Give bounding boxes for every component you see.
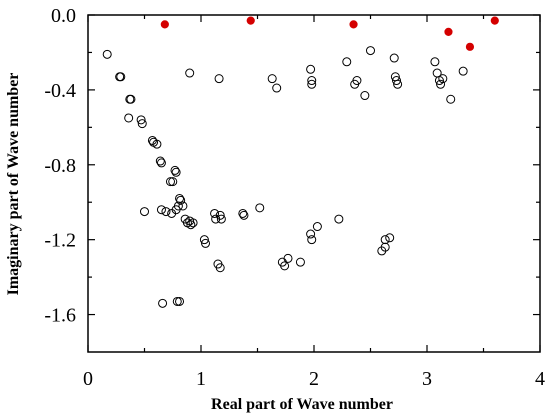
open-point [176, 195, 186, 205]
open-point [267, 74, 277, 84]
open-point [167, 208, 177, 218]
red-point [444, 27, 453, 36]
open-point [436, 79, 446, 89]
open-point [155, 156, 165, 166]
red-point [465, 42, 475, 51]
open-point [307, 79, 317, 89]
open-point [238, 208, 248, 218]
open-point [458, 66, 468, 76]
open-point [306, 229, 316, 239]
data-points [102, 16, 499, 308]
open-point [352, 76, 362, 86]
x-tick-label: 4 [535, 368, 545, 390]
x-tick-label: 0 [83, 368, 93, 390]
open-point [283, 253, 293, 263]
open-point [186, 220, 196, 230]
open-point [366, 46, 375, 56]
open-point [380, 242, 390, 252]
open-point [156, 205, 166, 215]
open-point [170, 165, 180, 175]
open-point [152, 139, 162, 149]
y-tick-labels: 0.0 -0.4 -0.8 -1.2 -1.6 [44, 5, 76, 327]
open-point [446, 94, 456, 104]
open-point [165, 177, 175, 187]
open-point [255, 203, 265, 213]
open-point [136, 115, 146, 125]
plot-frame [87, 14, 541, 353]
x-tick-label: 1 [196, 368, 206, 390]
open-point [280, 261, 290, 271]
open-point [171, 167, 181, 177]
open-point [307, 76, 317, 86]
y-tick-label: -0.8 [44, 155, 76, 177]
open-point [306, 64, 316, 74]
open-point [360, 91, 370, 101]
open-point [140, 207, 149, 217]
red-point [349, 20, 358, 29]
y-tick-label: -0.4 [44, 80, 76, 102]
open-point [201, 238, 211, 248]
open-point [380, 235, 390, 245]
x-axis-title: Real part of Wave number [211, 396, 393, 413]
open-point [137, 119, 147, 129]
open-point [312, 222, 322, 232]
open-point [175, 296, 185, 306]
open-point [307, 235, 317, 245]
red-point [246, 16, 255, 25]
y-axis-title: Imaginary part of Wave number [5, 73, 22, 296]
open-point [214, 74, 224, 84]
open-point [295, 257, 305, 267]
open-point [102, 49, 112, 59]
open-point [161, 207, 171, 217]
open-point [185, 68, 195, 78]
open-point [334, 214, 344, 224]
open-point [126, 94, 136, 104]
y-tick-label: 0.0 [51, 5, 76, 27]
open-point [188, 218, 198, 228]
open-point [178, 201, 188, 211]
open-point [156, 158, 166, 168]
open-point [391, 76, 401, 86]
open-point [215, 210, 225, 220]
x-tick-labels: 0 1 2 3 4 [83, 368, 545, 390]
x-tick-label: 2 [309, 368, 319, 390]
axis-ticks [87, 14, 541, 352]
open-point [393, 79, 403, 89]
open-point [430, 57, 440, 67]
open-point [210, 208, 220, 218]
open-point [216, 214, 226, 224]
open-point [239, 210, 249, 220]
open-point [389, 53, 399, 63]
red-point [490, 16, 499, 25]
open-point [438, 74, 448, 84]
open-point [168, 177, 178, 187]
open-point [272, 83, 282, 93]
open-point [385, 233, 395, 243]
open-point [124, 113, 134, 123]
open-point [116, 72, 126, 82]
y-tick-label: -1.6 [44, 305, 76, 327]
open-point [342, 57, 352, 67]
open-point [158, 298, 168, 308]
open-point [215, 263, 225, 273]
x-tick-label: 3 [422, 368, 432, 390]
red-point [160, 20, 169, 29]
open-point [199, 235, 209, 245]
open-point [172, 296, 182, 306]
y-tick-label: -1.2 [44, 230, 76, 252]
